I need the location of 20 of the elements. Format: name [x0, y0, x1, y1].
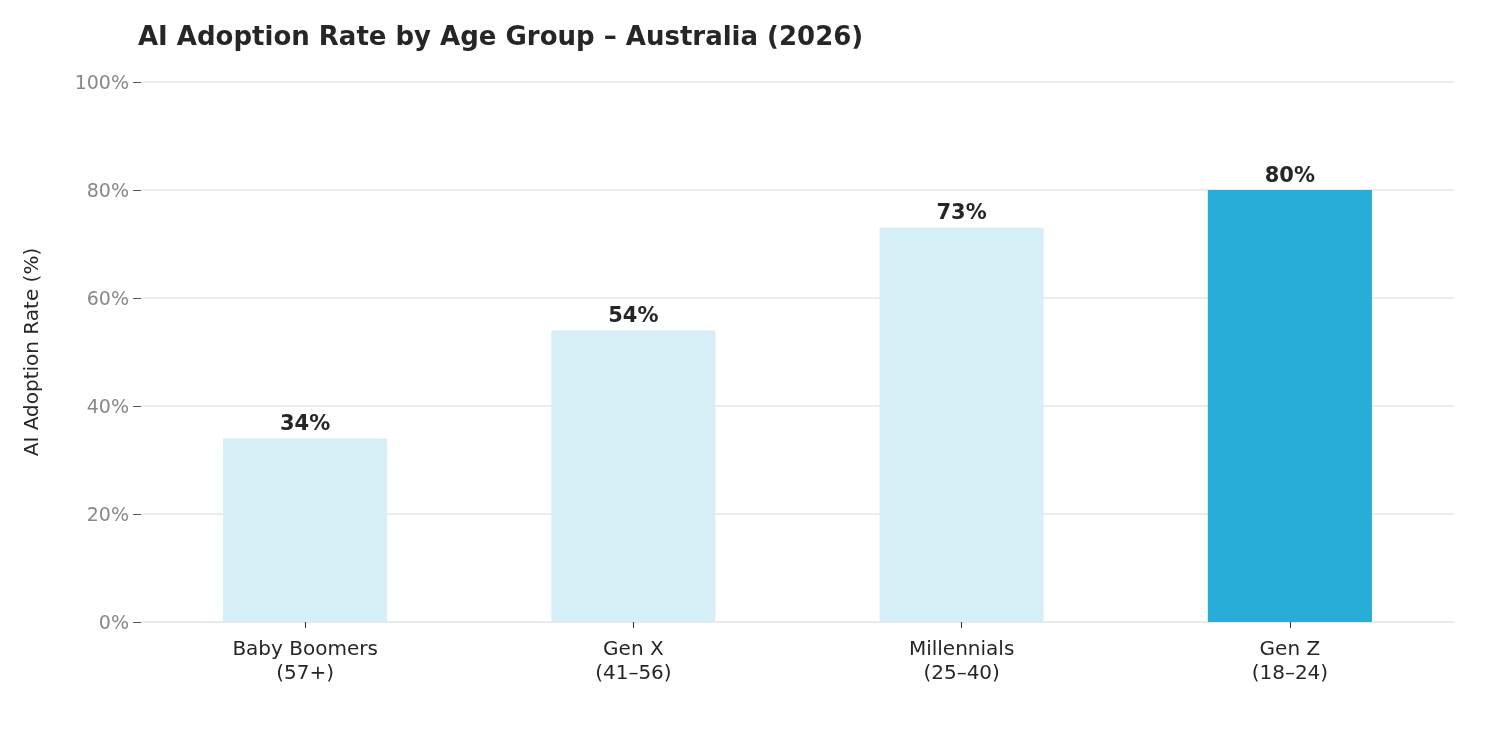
- data-label: 73%: [936, 200, 987, 225]
- y-tick-label: 0%: [98, 611, 129, 633]
- y-tick-label: 20%: [86, 503, 129, 525]
- x-tick-label: Baby Boomers (57+): [232, 636, 378, 684]
- x-tick-label: Gen Z (18–24): [1251, 636, 1329, 684]
- y-axis-title: AI Adoption Rate (%): [19, 247, 43, 457]
- chart-title: AI Adoption Rate by Age Group – Australia (2026): [138, 21, 864, 51]
- y-tick-label: 80%: [86, 179, 129, 201]
- bar: [879, 227, 1044, 622]
- y-tick-label: 40%: [86, 395, 129, 417]
- data-label: 34%: [279, 410, 331, 435]
- x-tick-label: Millennials (25–40): [908, 636, 1015, 684]
- x-tick-label: Gen X (41–56): [595, 636, 672, 684]
- y-tick-label: 60%: [86, 287, 129, 309]
- bar: [223, 438, 388, 622]
- y-tick-label: 100%: [74, 71, 129, 93]
- data-label: 80%: [1264, 162, 1316, 187]
- data-label: 54%: [608, 302, 659, 327]
- bar: [1207, 190, 1372, 622]
- bar: [551, 330, 716, 622]
